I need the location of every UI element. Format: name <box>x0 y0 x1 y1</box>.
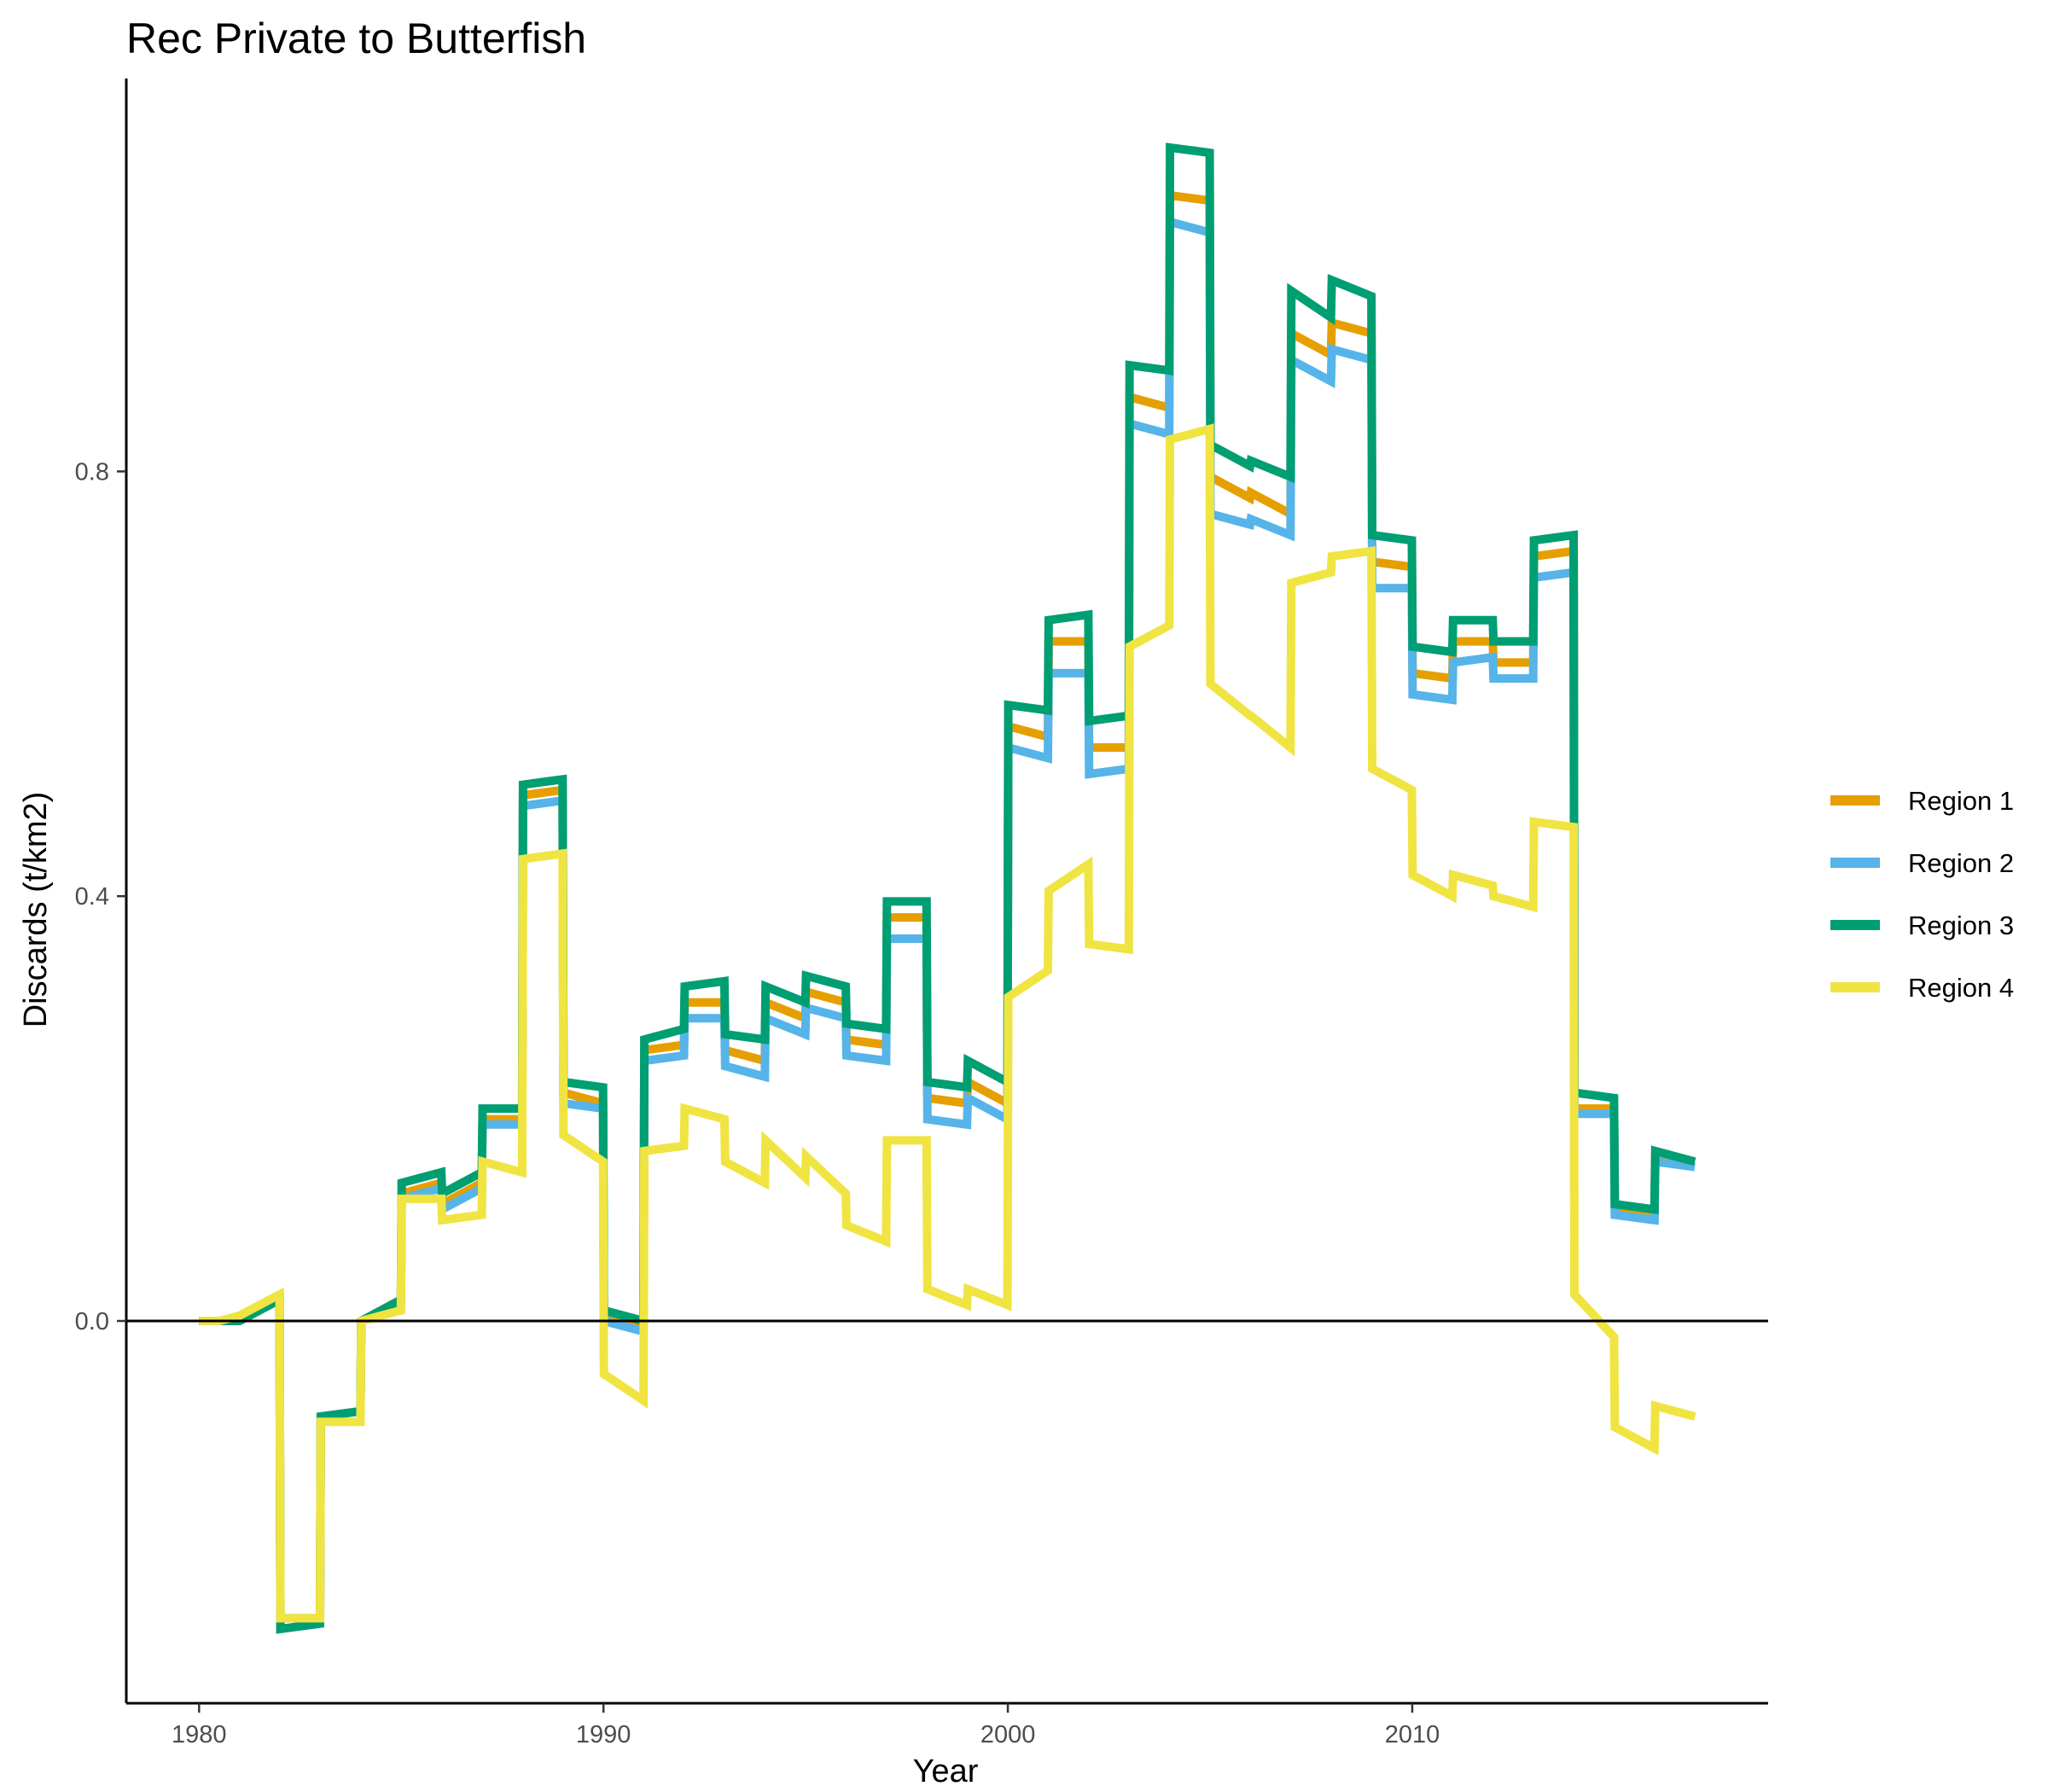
x-tick-label: 2000 <box>980 1721 1036 1748</box>
legend-label-region-3: Region 3 <box>1908 911 2014 940</box>
legend: Region 1 Region 2 Region 3 Region 4 <box>1830 786 2014 1003</box>
legend-label-region-2: Region 2 <box>1908 848 2014 878</box>
x-tick-label: 1980 <box>172 1721 227 1748</box>
x-tick-label: 1990 <box>576 1721 631 1748</box>
y-tick-label: 0.8 <box>75 458 109 486</box>
x-tick-label: 2010 <box>1385 1721 1440 1748</box>
x-axis-title: Year <box>913 1754 979 1789</box>
y-axis-title: Discards (t/km2) <box>18 792 54 1028</box>
legend-label-region-1: Region 1 <box>1908 786 2014 816</box>
series-layer <box>199 143 1696 1634</box>
series-line-region-2 <box>199 216 1696 1623</box>
y-tick-label: 0.0 <box>75 1308 109 1335</box>
chart-title: Rec Private to Butterfish <box>126 15 586 62</box>
series-line-region-1 <box>199 190 1696 1623</box>
series-line-region-3 <box>199 143 1696 1634</box>
y-tick-label: 0.4 <box>75 883 109 911</box>
y-axis-ticks: 0.0 0.4 0.8 <box>75 458 126 1335</box>
x-axis-ticks: 1980 1990 2000 2010 <box>172 1703 1440 1748</box>
series-line-region-4 <box>199 423 1696 1623</box>
legend-label-region-4: Region 4 <box>1908 973 2014 1003</box>
